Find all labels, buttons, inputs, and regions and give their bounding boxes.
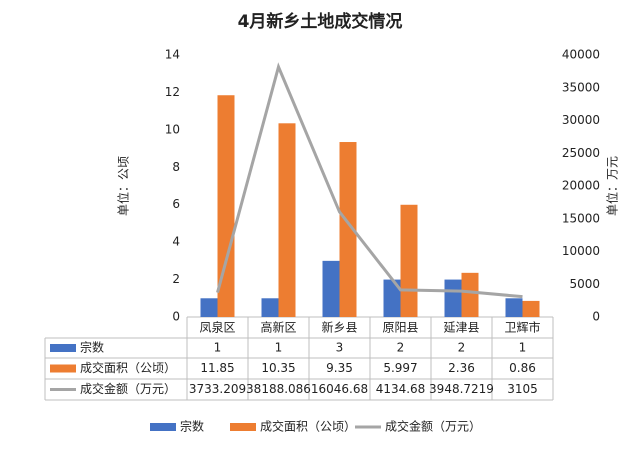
legend-key (50, 344, 76, 352)
row-label: 宗数 (80, 340, 104, 355)
y2-tick-label: 5000 (569, 277, 600, 291)
row-label: 成交金额（万元） (80, 381, 176, 396)
table-value: 9.35 (326, 361, 353, 375)
x-tick-label: 延津县 (443, 321, 479, 335)
legend-label: 成交面积（公顷） (260, 419, 356, 434)
bar (383, 279, 401, 317)
legend-key (230, 423, 256, 431)
x-tick-label: 新乡县 (321, 320, 357, 335)
bar (400, 204, 418, 317)
x-tick-label: 凤泉区 (199, 321, 235, 335)
y-tick-label: 14 (165, 48, 180, 62)
bar (261, 298, 279, 317)
table-value: 3 (336, 341, 344, 355)
table-value: 1 (275, 341, 283, 355)
bar (339, 142, 357, 317)
y2-tick-label: 35000 (562, 80, 600, 94)
bar (217, 95, 235, 317)
line (216, 62, 523, 299)
table-value: 3733.209 (189, 382, 246, 396)
x-tick-label: 卫辉市 (504, 320, 540, 335)
chart-title: 4月新乡土地成交情况 (238, 11, 403, 32)
y-tick-label: 10 (165, 122, 180, 136)
y2-tick-label: 15000 (562, 211, 600, 225)
table-value: 4134.68 (376, 382, 426, 396)
row-label: 成交面积（公顷） (80, 360, 176, 375)
bar (278, 123, 296, 317)
table-value: 38188.086 (246, 382, 311, 396)
table-value: 5.997 (383, 361, 417, 375)
bar (461, 272, 479, 317)
x-tick-label: 高新区 (260, 320, 296, 335)
table-value: 2 (397, 341, 405, 355)
x-tick-label: 原阳县 (382, 321, 418, 335)
y2-tick-label: 25000 (562, 146, 600, 160)
y-axis-label: 单位：公顷 (116, 156, 131, 216)
y-tick-label: 6 (172, 197, 180, 211)
table-value: 11.85 (200, 361, 234, 375)
bar (505, 298, 523, 317)
bar (322, 260, 340, 317)
y2-tick-label: 0 (592, 310, 600, 324)
y2-tick-label: 20000 (562, 179, 600, 193)
y-tick-label: 2 (172, 272, 180, 286)
table-value: 3948.7219 (429, 382, 494, 396)
table-value: 1 (214, 341, 222, 355)
y2-axis-label: 单位：万元 (605, 156, 620, 216)
table-value: 1 (519, 341, 527, 355)
y-tick-label: 12 (165, 85, 180, 99)
table-value: 3105 (507, 382, 538, 396)
legend-key (50, 364, 76, 373)
bar (444, 279, 462, 317)
table-value: 2.36 (448, 361, 475, 375)
table-value: 2 (458, 341, 466, 355)
legend-label: 宗数 (180, 419, 204, 434)
table-value: 16046.68 (311, 382, 368, 396)
table-value: 10.35 (261, 361, 295, 375)
y2-tick-label: 40000 (562, 48, 600, 62)
legend-key (150, 423, 176, 431)
legend-label: 成交金额（万元） (385, 419, 481, 434)
y-tick-label: 4 (172, 235, 180, 249)
bar (522, 300, 540, 317)
y-tick-label: 0 (172, 310, 180, 324)
table-value: 0.86 (509, 361, 536, 375)
y2-tick-label: 10000 (562, 244, 600, 258)
y2-tick-label: 30000 (562, 113, 600, 127)
y-tick-label: 8 (172, 160, 180, 174)
bar (200, 298, 218, 317)
